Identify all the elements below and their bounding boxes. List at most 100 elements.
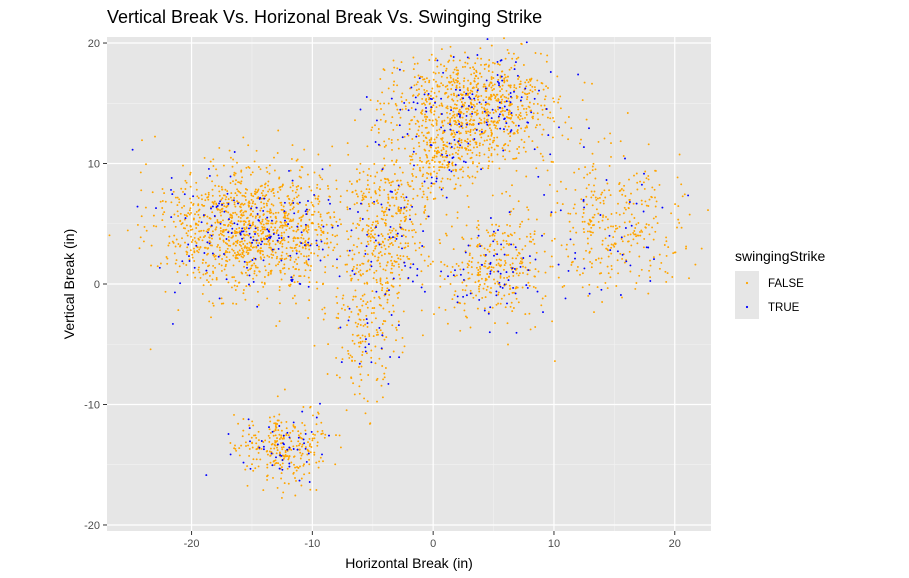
point-false [428, 96, 431, 99]
point-false [475, 294, 478, 297]
point-false [379, 251, 382, 253]
point-false [312, 205, 315, 208]
point-false [387, 233, 390, 236]
point-false [432, 124, 435, 127]
point-true [487, 114, 490, 117]
point-false [378, 186, 381, 188]
point-false [191, 256, 194, 259]
point-false [610, 264, 613, 267]
point-false [247, 201, 250, 204]
point-false [318, 200, 321, 203]
point-false [366, 209, 369, 212]
point-false [463, 104, 466, 107]
point-true [628, 201, 631, 203]
point-false [392, 285, 394, 288]
point-false [254, 467, 257, 470]
point-true [473, 138, 476, 140]
point-false [316, 233, 319, 236]
point-false [164, 200, 167, 203]
point-false [373, 271, 376, 274]
point-false [398, 112, 400, 115]
point-false [212, 270, 214, 273]
point-true [462, 160, 465, 163]
point-false [477, 261, 480, 264]
point-true [422, 230, 425, 233]
point-false [478, 129, 481, 132]
point-false [211, 237, 213, 240]
point-false [173, 252, 176, 255]
point-false [196, 246, 199, 249]
point-false [319, 215, 322, 218]
point-false [475, 226, 478, 229]
point-false [224, 188, 227, 191]
point-false [265, 450, 268, 453]
point-false [525, 85, 528, 88]
point-false [233, 197, 236, 199]
point-false [467, 145, 469, 148]
point-false [472, 161, 474, 163]
point-false [674, 251, 677, 254]
point-false [613, 230, 616, 233]
point-false [444, 232, 447, 235]
point-false [329, 164, 331, 167]
point-false [553, 237, 556, 240]
point-false [305, 230, 308, 233]
point-false [268, 188, 271, 191]
point-false [440, 180, 443, 183]
point-false [351, 257, 354, 260]
point-false [269, 209, 272, 212]
point-false [301, 246, 304, 249]
point-false [317, 223, 320, 226]
point-false [277, 129, 280, 132]
point-false [190, 241, 193, 243]
point-false [500, 248, 503, 251]
point-false [619, 252, 622, 255]
point-false [380, 108, 382, 110]
point-false [246, 188, 249, 191]
point-false [525, 107, 528, 110]
point-false [515, 248, 518, 251]
y-tick-label: 0 [94, 279, 100, 291]
point-false [242, 249, 244, 252]
point-false [491, 141, 494, 144]
point-false [360, 274, 363, 277]
point-false [511, 262, 514, 265]
point-false [212, 158, 215, 161]
point-false [476, 90, 479, 93]
point-false [498, 63, 501, 66]
point-false [315, 461, 318, 464]
point-false [521, 104, 524, 107]
point-false [500, 297, 503, 300]
point-false [532, 112, 535, 115]
point-false [477, 77, 480, 80]
point-false [239, 253, 242, 256]
point-false [509, 117, 512, 120]
point-true [309, 244, 312, 247]
point-true [496, 253, 499, 256]
point-true [188, 255, 190, 258]
point-false [245, 247, 248, 250]
point-false [404, 147, 406, 150]
point-true [446, 154, 449, 157]
point-false [478, 243, 481, 245]
point-false [488, 149, 491, 152]
point-true [377, 234, 380, 237]
point-false [273, 464, 276, 467]
point-true [661, 206, 664, 209]
point-true [205, 474, 208, 477]
point-false [397, 296, 399, 299]
point-false [665, 254, 668, 257]
point-true [217, 255, 220, 258]
point-false [378, 297, 381, 300]
point-true [477, 234, 480, 237]
point-false [319, 456, 322, 459]
point-false [561, 134, 564, 137]
point-false [253, 160, 256, 163]
point-false [319, 176, 322, 179]
point-false [224, 251, 227, 254]
point-false [229, 442, 232, 444]
point-false [491, 84, 494, 87]
point-false [260, 239, 262, 241]
point-false [583, 231, 586, 234]
point-false [220, 297, 223, 300]
